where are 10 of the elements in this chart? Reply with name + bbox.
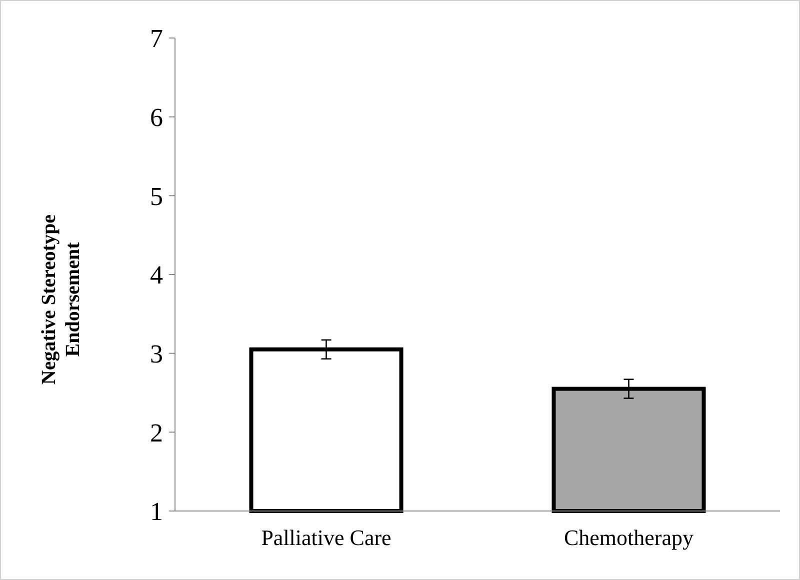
y-axis-title: Negative Stereotype Endorsement — [38, 214, 84, 385]
y-tick-label: 6 — [150, 102, 163, 132]
y-tick-label: 4 — [150, 260, 163, 290]
y-tick-label: 5 — [150, 182, 163, 211]
y-tick-label: 1 — [150, 497, 163, 526]
y-tick-label: 2 — [150, 418, 163, 448]
y-tick-label: 7 — [150, 24, 163, 54]
y-tick-label: 3 — [150, 339, 163, 368]
x-tick-label: Chemotherapy — [564, 525, 694, 550]
x-tick-label: Palliative Care — [261, 525, 392, 550]
